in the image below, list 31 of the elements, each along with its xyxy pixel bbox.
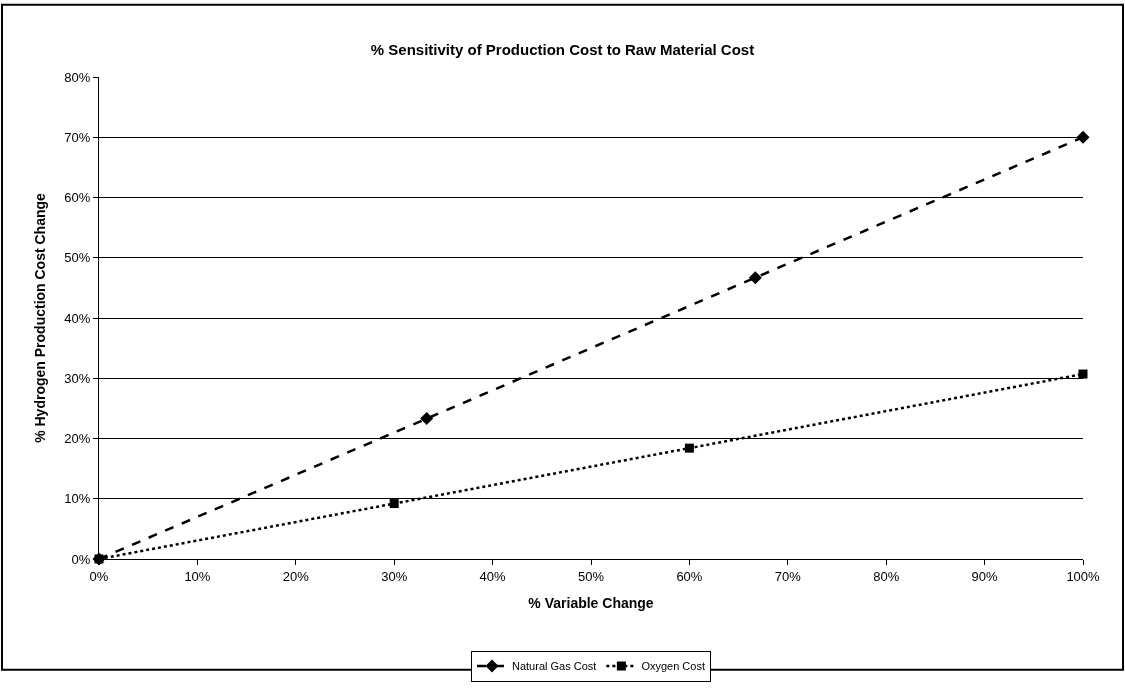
y-axis-title: % Hydrogen Production Cost Change [31,192,48,443]
point [389,499,399,509]
x-tick-label: 40% [479,568,507,584]
x-tick-label: 90% [971,568,999,584]
x-tick-label: 60% [676,568,703,584]
point [1078,369,1088,379]
y-tick-label: 60% [64,190,91,206]
x-tick-label: 50% [577,568,605,584]
x-tick-label: 80% [873,568,900,584]
point [1076,130,1090,144]
x-tick-label: 20% [282,568,310,584]
x-tick-label: 70% [774,568,802,584]
y-tick-label: 10% [64,491,91,507]
y-tick-label: 50% [64,250,91,266]
x-tick-label: 30% [381,568,408,584]
x-tick-label: 0% [89,568,109,584]
point [684,443,694,453]
x-tick-label: 100% [1066,568,1101,584]
x-tick-label: 10% [184,568,211,584]
y-tick-label: 80% [64,69,91,85]
legend-label: Natural Gas Cost [512,660,597,673]
y-tick-label: 40% [64,310,91,326]
chart-title: % Sensitivity of Production Cost to Raw Material Cost [370,41,755,59]
legend-label: Oxygen Cost [641,660,705,673]
x-axis-title: % Variable Change [528,594,654,611]
y-tick-label: 20% [64,431,91,447]
y-tick-label: 70% [64,129,91,145]
y-tick-label: 0% [71,551,91,567]
y-tick-label: 30% [64,370,91,386]
point [420,412,434,426]
point [748,271,762,285]
